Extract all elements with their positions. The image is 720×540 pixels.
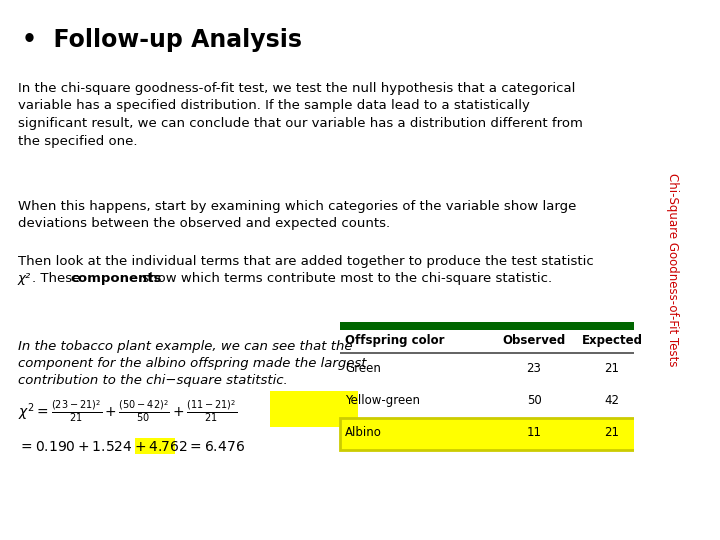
- Text: 21: 21: [605, 426, 619, 439]
- Text: . These: . These: [32, 272, 85, 285]
- Text: Expected: Expected: [582, 334, 642, 347]
- Text: 42: 42: [605, 394, 619, 407]
- Text: Then look at the individual terms that are added together to produce the test st: Then look at the individual terms that a…: [18, 255, 594, 268]
- Bar: [340, 418, 651, 450]
- Text: 23: 23: [526, 362, 541, 375]
- Text: Green: Green: [345, 362, 381, 375]
- Text: $\chi^2 = \frac{(23-21)^2}{21} + \frac{(50-42)^2}{50} + \frac{(11-21)^2}{21}$: $\chi^2 = \frac{(23-21)^2}{21} + \frac{(…: [18, 398, 238, 424]
- Text: In the tobacco plant example, we can see that the: In the tobacco plant example, we can see…: [18, 340, 353, 353]
- Text: 11: 11: [526, 426, 541, 439]
- Text: $= 0.190 + 1.524 + 4.762 = 6.476$: $= 0.190 + 1.524 + 4.762 = 6.476$: [18, 440, 245, 454]
- Text: show which terms contribute most to the chi-square statistic.: show which terms contribute most to the …: [138, 272, 552, 285]
- Text: contribution to the chi−square statitstic.: contribution to the chi−square statitsti…: [18, 374, 288, 387]
- Bar: [270, 391, 358, 427]
- Bar: [340, 418, 651, 450]
- Bar: [340, 322, 651, 330]
- Text: Yellow-green: Yellow-green: [345, 394, 420, 407]
- Text: component for the albino offspring made the largest: component for the albino offspring made …: [18, 357, 366, 370]
- Text: •  Follow-up Analysis: • Follow-up Analysis: [22, 28, 302, 52]
- Text: Observed: Observed: [503, 334, 566, 347]
- Text: 21: 21: [605, 362, 619, 375]
- Bar: [135, 438, 175, 454]
- Bar: [340, 352, 651, 354]
- Text: Chi-Square Goodness-of-Fit Tests: Chi-Square Goodness-of-Fit Tests: [666, 173, 679, 367]
- Text: In the chi-square goodness-of-fit test, we test the null hypothesis that a categ: In the chi-square goodness-of-fit test, …: [18, 82, 583, 147]
- Text: Offspring color: Offspring color: [345, 334, 444, 347]
- Text: 50: 50: [526, 394, 541, 407]
- Text: Albino: Albino: [345, 426, 382, 439]
- Text: components: components: [70, 272, 161, 285]
- Text: χ²: χ²: [18, 272, 31, 285]
- Text: When this happens, start by examining which categories of the variable show larg: When this happens, start by examining wh…: [18, 200, 577, 231]
